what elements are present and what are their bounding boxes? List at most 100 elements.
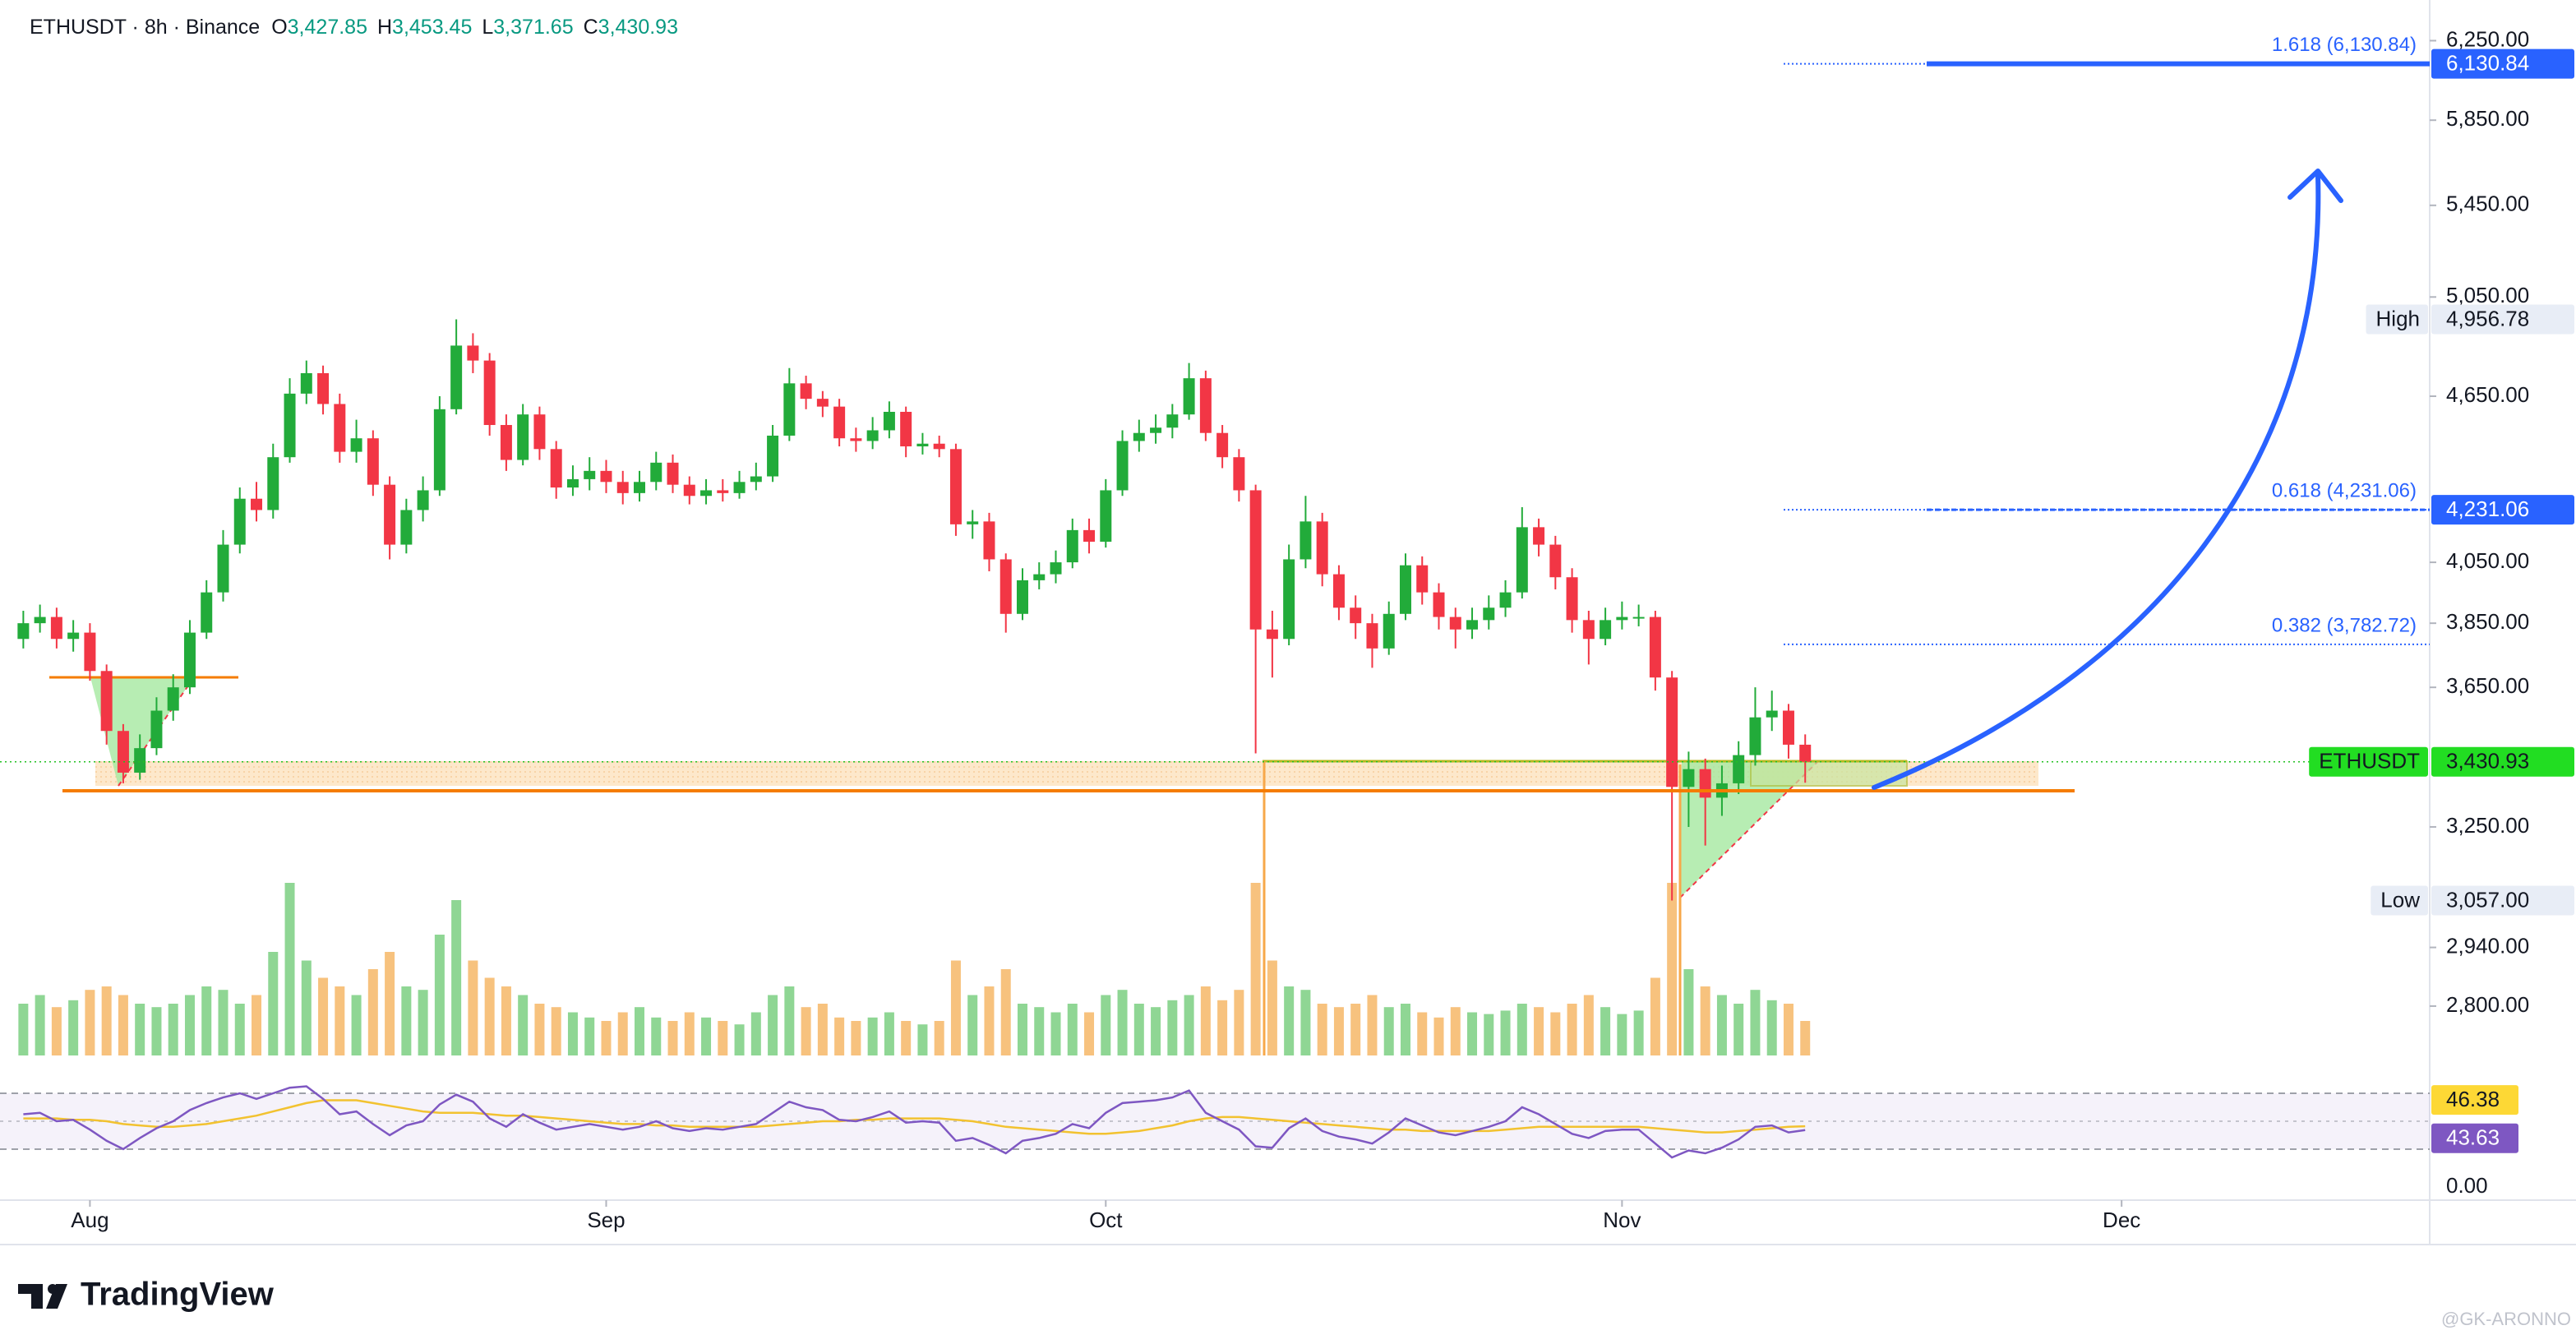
- volume-bar: [884, 1012, 894, 1055]
- volume-bar: [967, 995, 978, 1055]
- brand: TradingView: [81, 1277, 275, 1313]
- volume-bar: [1583, 995, 1594, 1055]
- price-tag-box: [2309, 746, 2428, 777]
- candle-body: [1549, 544, 1562, 578]
- price-label-box: [2431, 746, 2574, 777]
- rsi-ma-line: [23, 1099, 1806, 1135]
- candle-body: [1383, 613, 1395, 649]
- volume-bar: [834, 1017, 845, 1055]
- candle-body: [1300, 521, 1312, 560]
- y-tick-label: 5,050.00: [2446, 283, 2529, 307]
- volume-bar: [284, 883, 295, 1055]
- candle-body: [433, 409, 445, 491]
- volume-bar: [851, 1021, 861, 1055]
- volume-bar: [1151, 1007, 1161, 1055]
- candle-body: [1616, 617, 1628, 621]
- volume-bar: [917, 1024, 928, 1055]
- volume-bar: [468, 960, 478, 1055]
- candle-body: [183, 632, 196, 688]
- projection-arrow: [1872, 173, 2321, 790]
- candle-body: [866, 430, 879, 441]
- volume-bar: [367, 969, 378, 1055]
- x-tick-label: Oct: [1089, 1208, 1123, 1232]
- candle-body: [767, 435, 779, 477]
- y-tick-label: 6,250.00: [2446, 26, 2529, 51]
- candle-body: [1782, 710, 1794, 745]
- zone-box: [1750, 760, 1908, 787]
- candle-body: [1699, 769, 1711, 798]
- candle-body: [251, 498, 263, 510]
- logo-dot: [48, 1284, 58, 1294]
- volume-bar: [1284, 986, 1295, 1055]
- volume-bar: [18, 1004, 29, 1055]
- candle-body: [1366, 623, 1378, 649]
- candle-body: [117, 731, 129, 773]
- candle-body: [584, 470, 596, 479]
- volume-bar: [1101, 995, 1111, 1055]
- candle-body: [34, 617, 46, 624]
- candle-body: [1033, 574, 1046, 580]
- volume-bar: [518, 995, 529, 1055]
- candle-body: [533, 414, 546, 450]
- x-tick-label: Sep: [587, 1208, 625, 1232]
- volume-bar: [1383, 1007, 1394, 1055]
- candle-body: [667, 462, 679, 485]
- volume-bar: [35, 995, 45, 1055]
- volume-bar: [1133, 1004, 1144, 1055]
- candle-body: [1083, 529, 1096, 543]
- candle-body: [1499, 592, 1512, 608]
- price-label: 3,430.93: [2446, 749, 2529, 774]
- price-tag-box: [2366, 304, 2428, 335]
- candle-body: [949, 449, 962, 524]
- candle-body: [1449, 617, 1461, 630]
- candle-body: [566, 478, 579, 488]
- candle-body: [900, 411, 912, 447]
- volume-bar: [1217, 1000, 1228, 1055]
- volume-bar: [301, 960, 312, 1055]
- candle-body: [367, 438, 379, 485]
- candle-body: [1116, 441, 1129, 491]
- candle-body: [517, 414, 529, 460]
- candle-body: [317, 372, 330, 404]
- volume-bar: [1250, 883, 1261, 1055]
- candle-body: [17, 623, 30, 640]
- volume-bar: [51, 1007, 62, 1055]
- volume-bar: [1766, 1000, 1777, 1055]
- volume-bar: [1433, 1017, 1444, 1055]
- volume-bar: [934, 1021, 944, 1055]
- volume-bar: [1683, 969, 1694, 1055]
- volume-bar: [1200, 986, 1211, 1055]
- candle-body: [400, 510, 413, 545]
- volume-bar: [318, 977, 329, 1055]
- x-tick-label: Aug: [71, 1208, 108, 1232]
- candle-body: [933, 443, 945, 450]
- candle-body: [1483, 607, 1495, 621]
- volume-bar: [1300, 990, 1311, 1055]
- price-tag: Low: [2380, 887, 2420, 912]
- candle-body: [783, 383, 796, 436]
- candle-body: [1433, 592, 1445, 617]
- fib-label: 0.382 (3,782.72): [2272, 614, 2417, 636]
- brand-logo: [18, 1284, 67, 1309]
- volume-bar: [584, 1017, 595, 1055]
- volume-bar: [1617, 1014, 1627, 1055]
- watermark: @GK-ARONNO: [2441, 1309, 2571, 1329]
- volume-bar: [867, 1017, 878, 1055]
- candle-body: [1100, 490, 1112, 543]
- y-tick-label: 5,850.00: [2446, 106, 2529, 131]
- volume-bar: [101, 986, 112, 1055]
- volume-bar: [234, 1004, 245, 1055]
- candle-body: [1316, 521, 1328, 575]
- price-label: 4,231.06: [2446, 496, 2529, 521]
- candle-body: [67, 632, 80, 640]
- volume-bar: [401, 986, 412, 1055]
- volume-bar: [1467, 1012, 1478, 1055]
- volume-bar: [817, 1004, 828, 1055]
- candle-body: [1416, 565, 1429, 593]
- candle-body: [1799, 744, 1812, 762]
- candle-body: [717, 490, 729, 493]
- price-label-box: [2431, 48, 2574, 79]
- candle-body: [1266, 629, 1278, 640]
- ohlc-value: 3,430.93: [598, 16, 678, 39]
